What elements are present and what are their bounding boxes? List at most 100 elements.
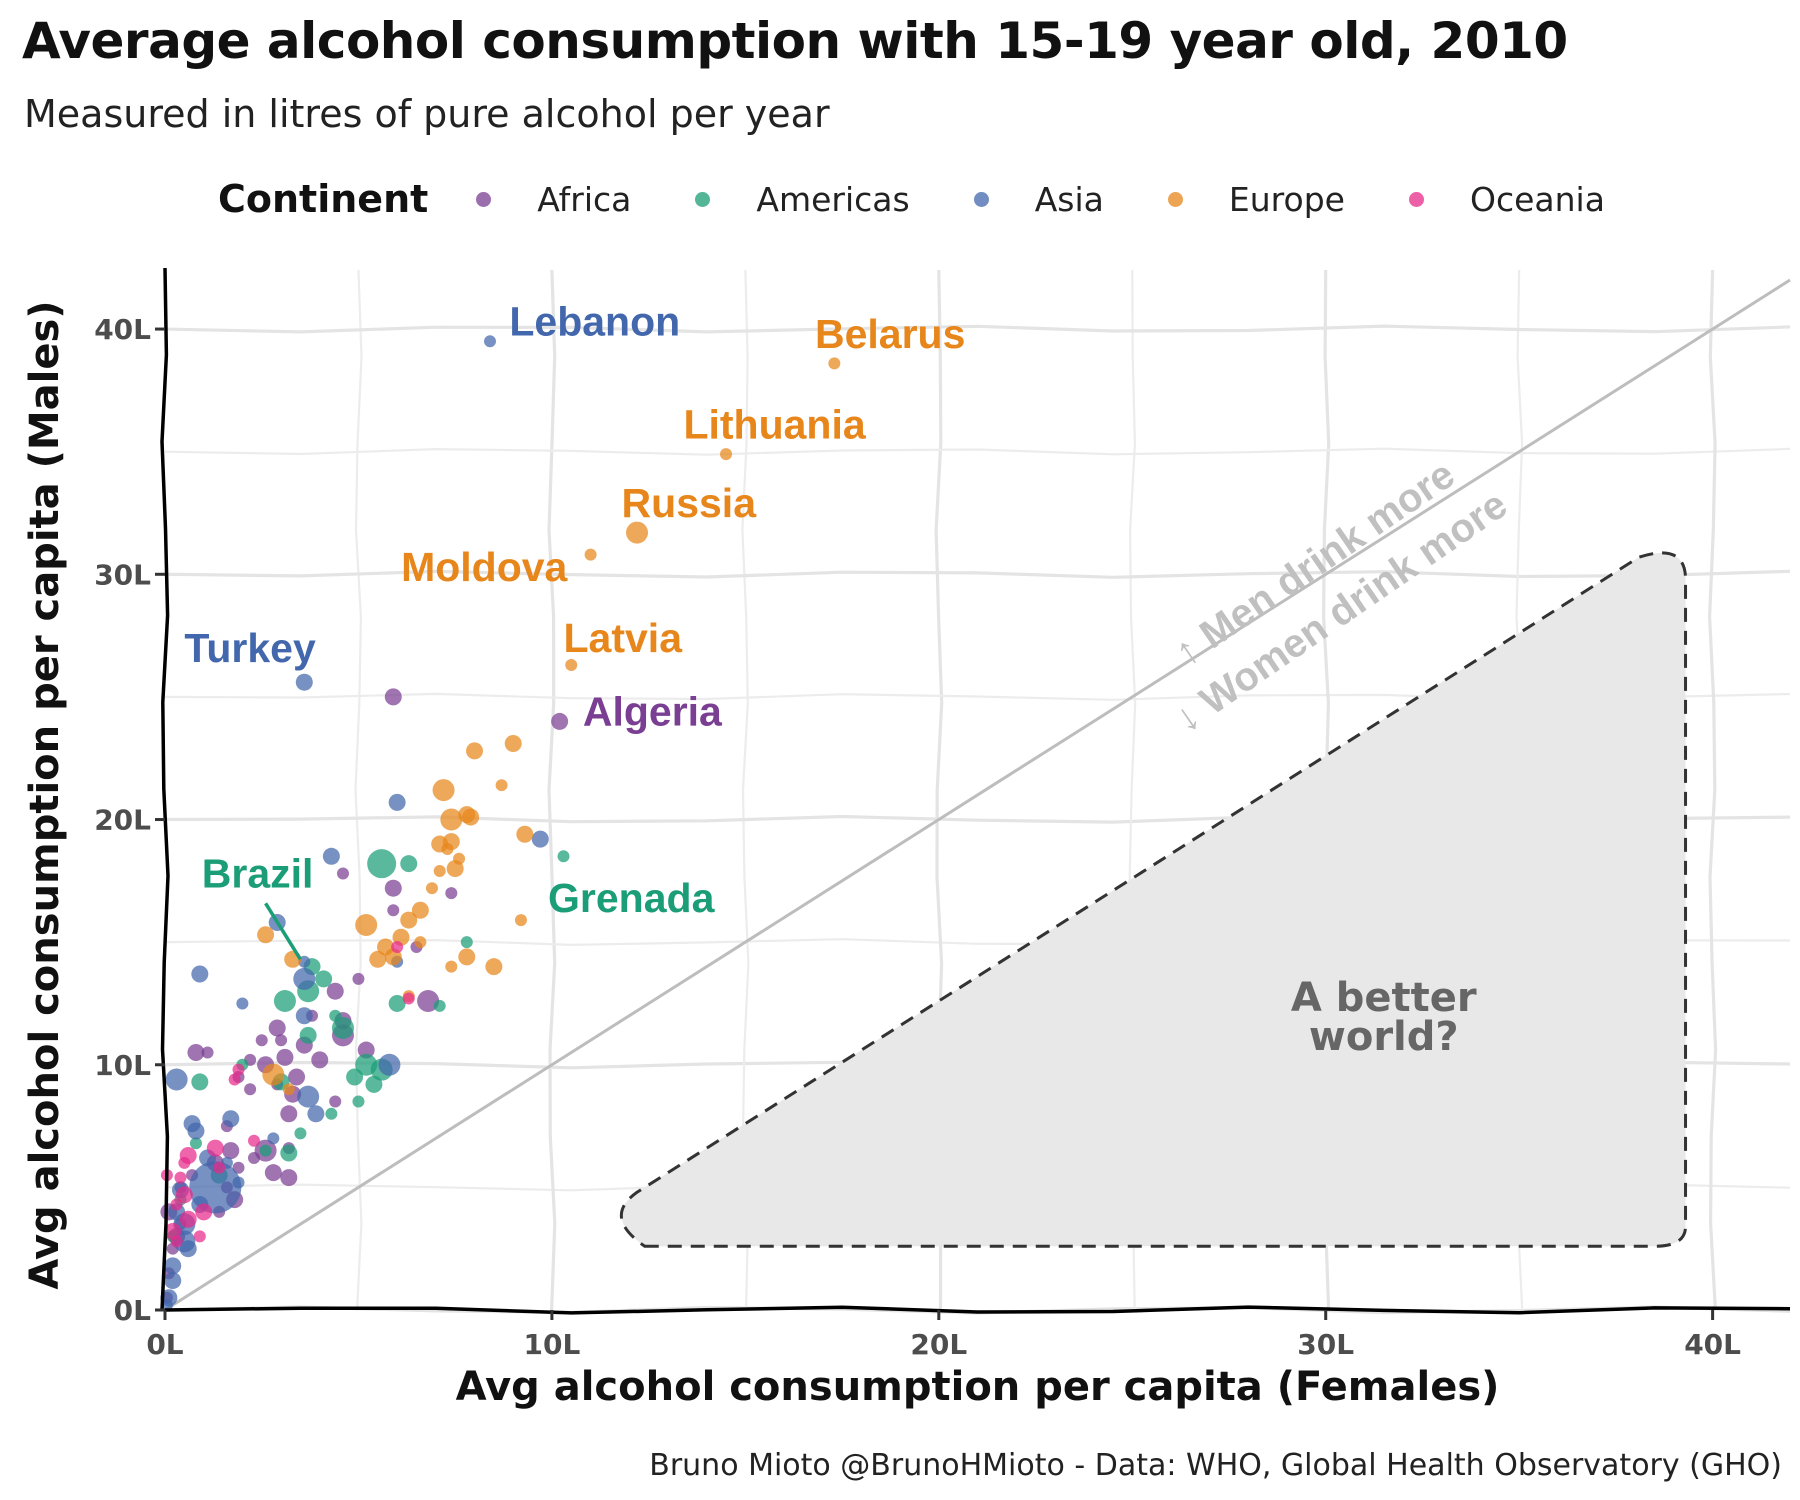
- data-point-oceania: [170, 1235, 183, 1248]
- legend-item-africa: Africa: [476, 180, 631, 219]
- data-point-africa: [445, 887, 458, 900]
- data-point-asia: [388, 793, 406, 811]
- data-point-oceania: [206, 1139, 224, 1157]
- y-tick-label: 40L: [94, 313, 151, 346]
- data-point-europe: [355, 913, 378, 936]
- data-point-asia: [267, 1132, 280, 1145]
- country-label-lebanon: Lebanon: [509, 299, 680, 345]
- legend-item-europe: Europe: [1167, 179, 1345, 219]
- data-point-europe: [369, 950, 387, 968]
- data-point-asia: [297, 1085, 320, 1108]
- data-point-africa: [222, 1142, 240, 1160]
- data-point-americas: [325, 1107, 338, 1120]
- data-point-africa: [247, 1151, 260, 1164]
- data-point-asia: [295, 1007, 313, 1025]
- data-point-africa: [417, 990, 440, 1012]
- country-label-lithuania: Lithuania: [683, 402, 866, 448]
- data-point-africa: [187, 1044, 205, 1061]
- data-point-americas: [388, 994, 406, 1012]
- data-point-europe: [440, 808, 463, 831]
- data-point-asia: [236, 997, 249, 1010]
- legend-title: Continent: [218, 177, 429, 221]
- data-point-oceania: [232, 1063, 245, 1076]
- data-point-europe: [432, 779, 455, 802]
- data-point-asia: [307, 1105, 325, 1123]
- data-point-americas: [331, 1016, 354, 1039]
- data-point-oceania: [228, 1073, 241, 1086]
- data-point-europe: [441, 842, 454, 855]
- data-point-europe: [458, 948, 476, 966]
- data-point-africa: [201, 1046, 214, 1059]
- data-point-europe: [414, 936, 427, 949]
- data-point-europe: [565, 659, 578, 672]
- data-point-asia: [484, 335, 496, 348]
- legend-label-asia: Asia: [1034, 179, 1104, 219]
- legend-label-africa: Africa: [537, 179, 632, 219]
- data-point-oceania: [213, 1161, 226, 1174]
- data-point-americas: [400, 855, 418, 873]
- data-point-asia: [322, 847, 340, 865]
- data-point-africa: [268, 1019, 286, 1037]
- identity-line: [164, 278, 1791, 1312]
- y-axis-line: [160, 267, 170, 1311]
- data-point-africa: [280, 1105, 298, 1123]
- data-point-africa: [244, 1083, 257, 1096]
- y-tick-label: 0L: [114, 1294, 151, 1327]
- legend-dot-asia: [973, 191, 989, 207]
- data-point-europe: [433, 865, 446, 878]
- gridline-x: [547, 269, 557, 1311]
- data-point-europe: [446, 860, 464, 878]
- legend-dot-oceania: [1408, 191, 1424, 207]
- country-label-latvia: Latvia: [564, 615, 684, 661]
- data-point-europe: [411, 901, 429, 919]
- data-point-africa: [276, 1048, 294, 1066]
- x-tick-label: 40L: [1684, 1328, 1741, 1361]
- legend-label-europe: Europe: [1228, 179, 1345, 219]
- data-point-oceania: [402, 992, 415, 1005]
- data-point-africa: [288, 1068, 306, 1086]
- better-world-label-line1: A better: [1291, 975, 1477, 1021]
- country-label-turkey: Turkey: [184, 625, 316, 671]
- legend-label-americas: Americas: [756, 179, 910, 219]
- data-point-asia: [187, 1122, 205, 1140]
- gridline-y: [164, 324, 1791, 334]
- reference-line: [164, 278, 1791, 1312]
- data-point-oceania: [170, 1198, 183, 1211]
- data-point-europe: [720, 448, 733, 461]
- data-point-europe: [584, 548, 597, 561]
- legend-dot-africa: [476, 191, 492, 207]
- legend-item-asia: Asia: [973, 179, 1104, 219]
- better-world-label-line2: world?: [1309, 1014, 1459, 1060]
- x-tick-label: 0L: [146, 1328, 183, 1361]
- data-point-africa: [326, 982, 344, 1000]
- y-tick-label: 10L: [94, 1049, 151, 1082]
- x-axis-title: Avg alcohol consumption per capita (Fema…: [456, 1364, 1500, 1410]
- data-point-americas: [346, 1068, 364, 1086]
- data-point-africa: [264, 1164, 282, 1182]
- data-point-asia: [222, 1110, 240, 1128]
- data-point-africa: [384, 879, 402, 897]
- y-axis-title: Avg alcohol consumption per capita (Male…: [22, 300, 68, 1289]
- data-point-africa: [551, 712, 569, 730]
- legend-dot-americas: [695, 191, 711, 207]
- data-point-americas: [191, 1073, 209, 1091]
- better-world-shape: [620, 551, 1688, 1248]
- data-point-asia: [165, 1068, 188, 1091]
- data-point-europe: [257, 926, 275, 944]
- country-label-grenada: Grenada: [548, 875, 716, 921]
- data-point-oceania: [193, 1230, 206, 1243]
- data-point-africa: [275, 1034, 288, 1047]
- data-point-americas: [280, 1144, 298, 1162]
- data-point-asia: [164, 1272, 182, 1290]
- legend-dot-europe: [1167, 191, 1183, 207]
- data-point-americas: [557, 850, 570, 863]
- data-point-europe: [504, 735, 522, 752]
- data-point-europe: [400, 911, 418, 929]
- data-point-africa: [387, 904, 400, 917]
- country-label-algeria: Algeria: [583, 689, 723, 735]
- country-label-russia: Russia: [622, 480, 758, 526]
- data-point-oceania: [247, 1134, 260, 1147]
- chart-subtitle: Measured in litres of pure alcohol per y…: [24, 92, 830, 136]
